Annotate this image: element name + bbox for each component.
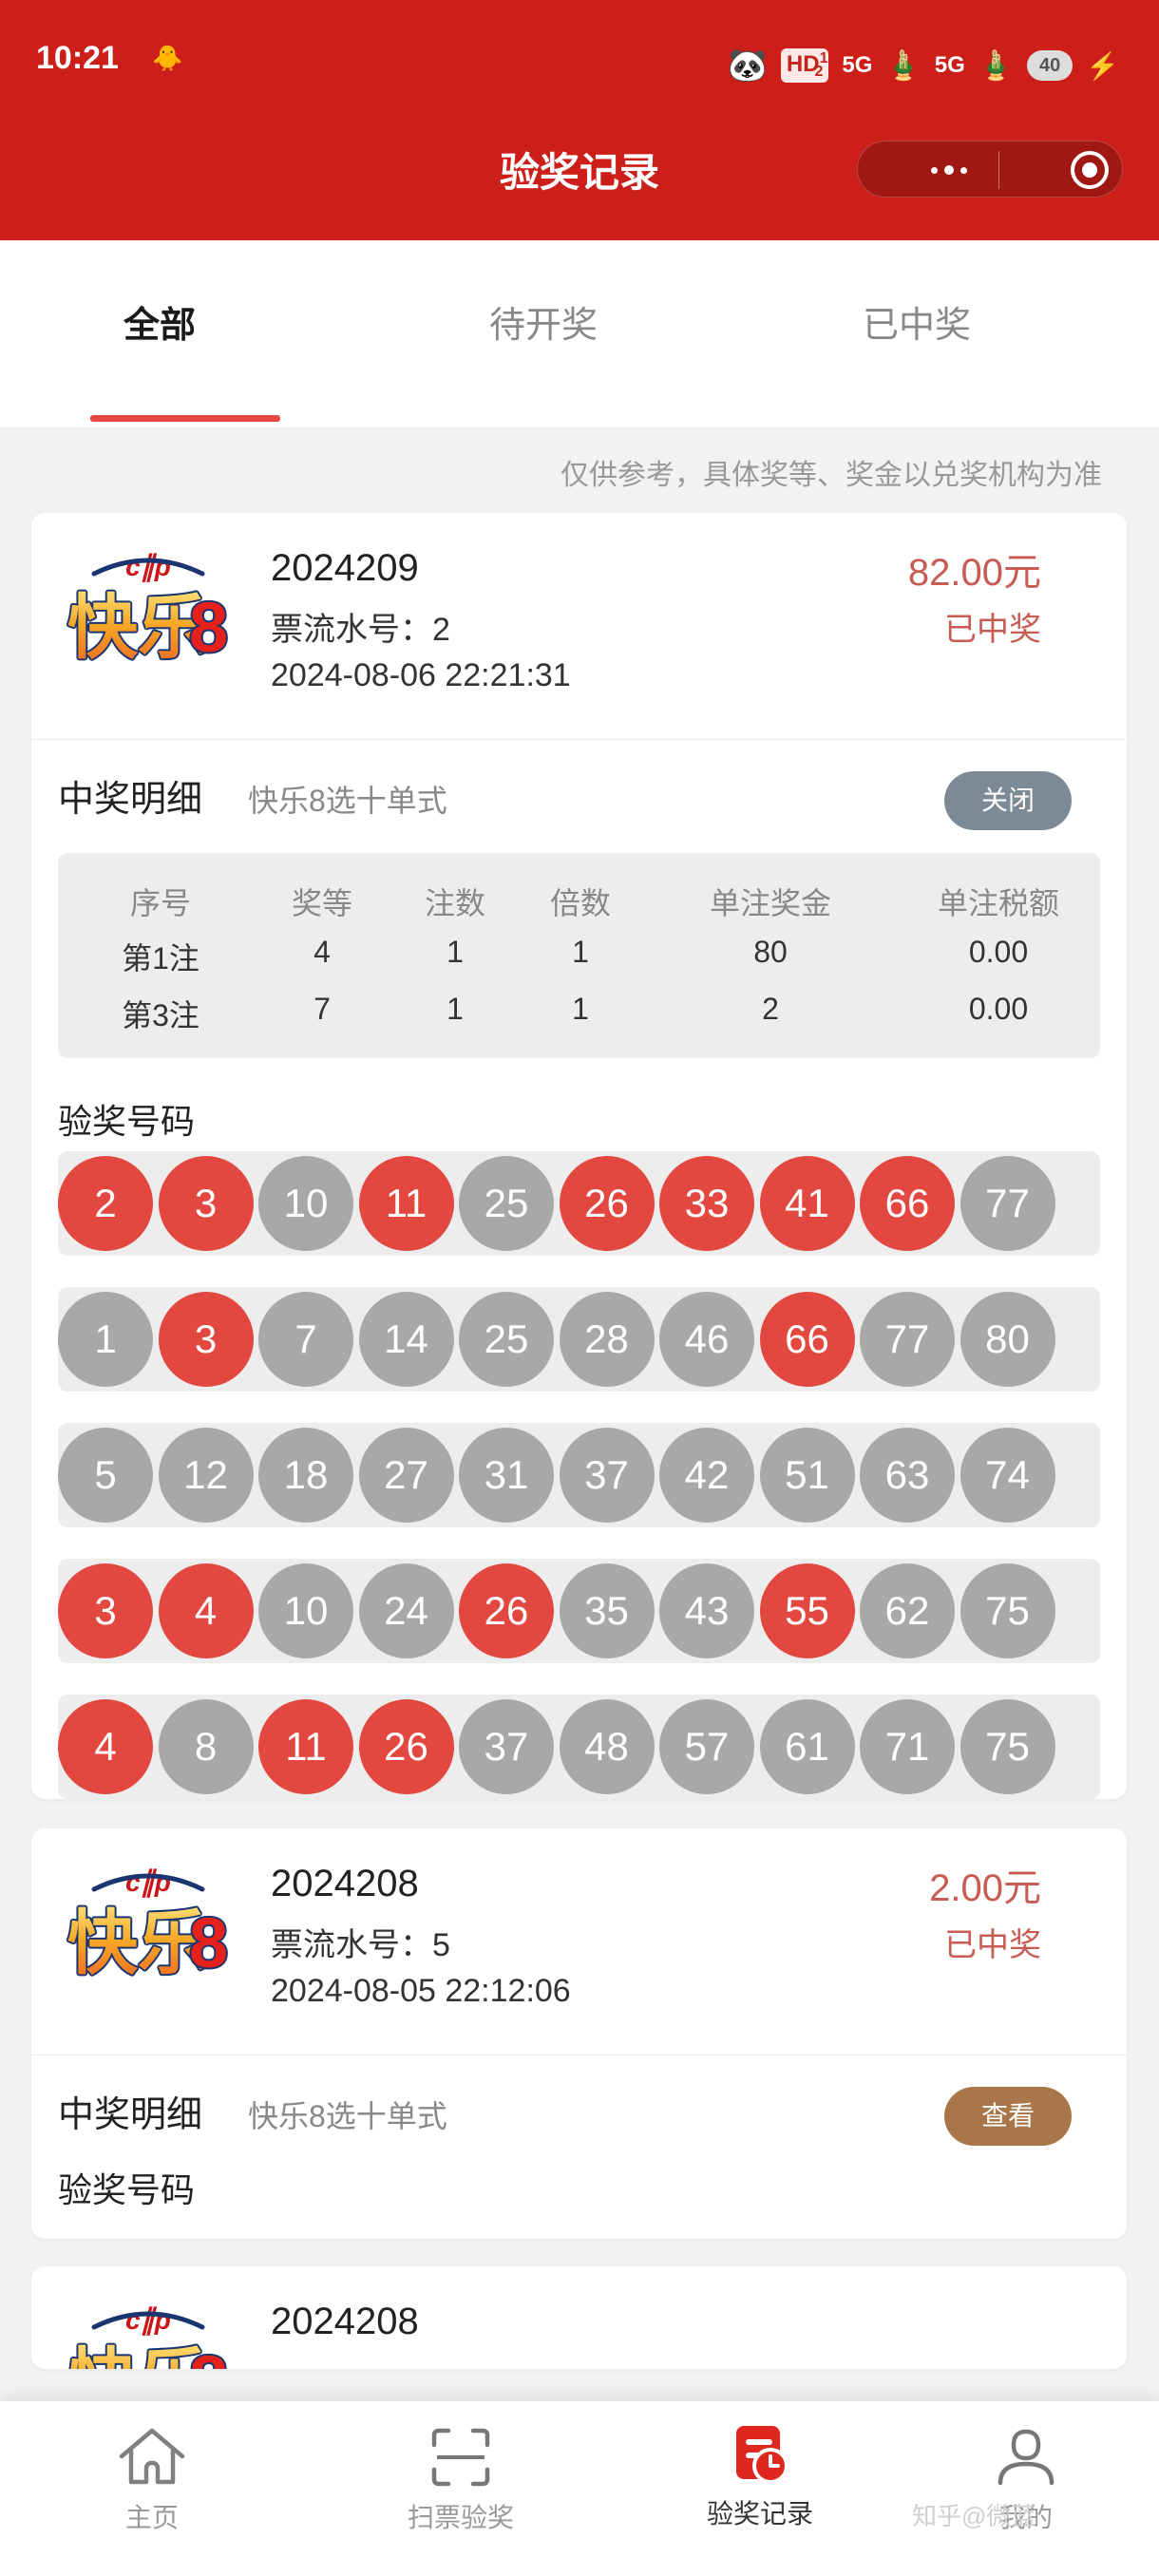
svg-text:快乐: 快乐	[67, 588, 208, 663]
svg-text:c∥p: c∥p	[125, 1866, 171, 1898]
svg-text:8: 8	[189, 1904, 228, 1979]
svg-text:快乐: 快乐	[67, 1904, 208, 1979]
svg-text:c∥p: c∥p	[125, 2304, 171, 2336]
svg-text:快乐: 快乐	[67, 2341, 208, 2369]
svg-text:8: 8	[189, 2341, 228, 2369]
svg-text:8: 8	[189, 588, 228, 663]
svg-text:c∥p: c∥p	[125, 551, 171, 582]
